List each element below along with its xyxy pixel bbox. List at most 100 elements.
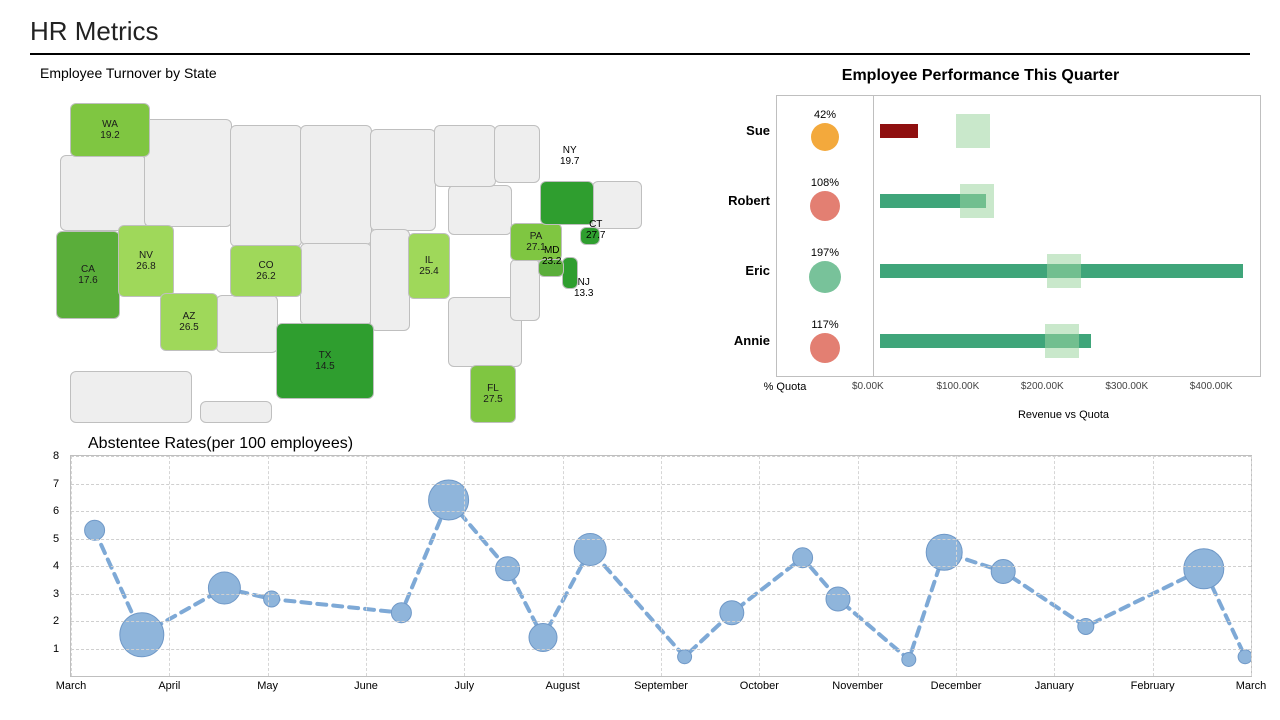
quota-target	[960, 184, 994, 218]
state-wa: WA19.2	[70, 103, 150, 157]
state-tx: TX14.5	[276, 323, 374, 399]
state-label-ny: NY19.7	[560, 145, 579, 167]
bar-row	[880, 178, 1260, 224]
state-co: CO26.2	[230, 245, 302, 297]
absentee-point	[208, 572, 240, 604]
quota-label: % Quota	[700, 381, 868, 395]
quota-cell: 108%	[810, 177, 840, 221]
x-label: December	[931, 680, 982, 692]
revenue-bar	[880, 124, 918, 138]
performance-bars-col	[874, 95, 1261, 377]
quota-dot	[810, 333, 840, 363]
x-grid	[268, 456, 269, 676]
absentee-point	[529, 624, 557, 652]
absentee-point	[429, 480, 469, 520]
x-grid	[563, 456, 564, 676]
absentee-point	[678, 650, 692, 664]
x-grid	[366, 456, 367, 676]
x-label: January	[1035, 680, 1074, 692]
bars-axis: $0.00K$100.00K$200.00K$300.00K$400.00K	[868, 381, 1261, 395]
absentee-chart: 12345678MarchAprilMayJuneJulyAugustSepte…	[70, 455, 1252, 677]
bars-sublabel: Revenue vs Quota	[866, 409, 1261, 421]
quota-cell: 117%	[810, 319, 840, 363]
us-map: WA19.2 CA17.6NV26.8AZ26.5CO26.2 TX14.5 IL25…	[40, 85, 680, 425]
x-grid	[71, 456, 72, 676]
x-label: August	[546, 680, 580, 692]
quota-target	[1045, 324, 1079, 358]
y-label: 2	[53, 615, 59, 627]
state-blank	[370, 229, 410, 331]
absentee-point	[85, 520, 105, 540]
y-label: 3	[53, 588, 59, 600]
perf-name: Sue	[700, 123, 770, 138]
absentee-point	[120, 613, 164, 657]
x-label: June	[354, 680, 378, 692]
absentee-point	[826, 587, 850, 611]
state-blank	[200, 401, 272, 423]
x-grid	[464, 456, 465, 676]
x-grid	[1054, 456, 1055, 676]
x-label: September	[634, 680, 688, 692]
x-tick: $0.00K	[852, 381, 884, 392]
y-label: 7	[53, 478, 59, 490]
state-blank	[216, 295, 278, 353]
absentee-panel: Abstentee Rates(per 100 employees) 12345…	[30, 435, 1250, 677]
bar-row	[880, 108, 1260, 154]
y-label: 1	[53, 643, 59, 655]
absentee-point	[391, 603, 411, 623]
state-label-ct: CT27.7	[586, 219, 605, 241]
bar-row	[880, 318, 1260, 364]
absentee-point	[496, 557, 520, 581]
x-label: February	[1131, 680, 1175, 692]
x-grid	[1251, 456, 1252, 676]
state-label-md: MD23.2	[542, 245, 561, 267]
absentee-point	[991, 560, 1015, 584]
state-blank	[144, 119, 232, 227]
performance-names: SueRobertEricAnnie	[700, 95, 776, 375]
state-blank	[494, 125, 540, 183]
x-grid	[661, 456, 662, 676]
performance-quota-col: 42%108%197%117%	[776, 95, 874, 377]
absentee-point	[1238, 650, 1251, 664]
map-title: Employee Turnover by State	[40, 65, 680, 81]
performance-title: Employee Performance This Quarter	[700, 67, 1261, 85]
x-label: November	[832, 680, 883, 692]
x-grid	[956, 456, 957, 676]
state-fl: FL27.5	[470, 365, 516, 423]
quota-cell: 197%	[809, 247, 841, 293]
state-blank	[434, 125, 496, 187]
state-blank	[370, 129, 436, 231]
x-label: July	[455, 680, 475, 692]
state-nv: NV26.8	[118, 225, 174, 297]
map-panel: Employee Turnover by State WA19.2CA17.6N…	[30, 61, 680, 425]
x-label: May	[257, 680, 278, 692]
y-label: 4	[53, 560, 59, 572]
y-label: 6	[53, 505, 59, 517]
state-blank	[60, 155, 146, 231]
absentee-point	[902, 653, 916, 667]
state-blank	[300, 125, 372, 245]
quota-dot	[811, 123, 839, 151]
performance-panel: Employee Performance This Quarter SueRob…	[700, 61, 1261, 425]
state-az: AZ26.5	[160, 293, 218, 351]
x-grid	[858, 456, 859, 676]
x-grid	[1153, 456, 1154, 676]
absentee-title: Abstentee Rates(per 100 employees)	[88, 435, 1250, 453]
bar-row	[880, 248, 1260, 294]
perf-name: Annie	[700, 333, 770, 348]
quota-dot	[810, 191, 840, 221]
x-tick: $300.00K	[1105, 381, 1148, 392]
x-label: October	[740, 680, 779, 692]
x-label: March	[1236, 680, 1267, 692]
x-grid	[759, 456, 760, 676]
state-blank	[448, 185, 512, 235]
state-blank	[230, 125, 302, 247]
state-il: IL25.4	[408, 233, 450, 299]
x-tick: $100.00K	[936, 381, 979, 392]
state-blank	[510, 259, 540, 321]
x-label: April	[158, 680, 180, 692]
state-ca: CA17.6	[56, 231, 120, 319]
page-title: HR Metrics	[30, 16, 1250, 47]
state-blank	[300, 243, 372, 325]
x-tick: $400.00K	[1190, 381, 1233, 392]
